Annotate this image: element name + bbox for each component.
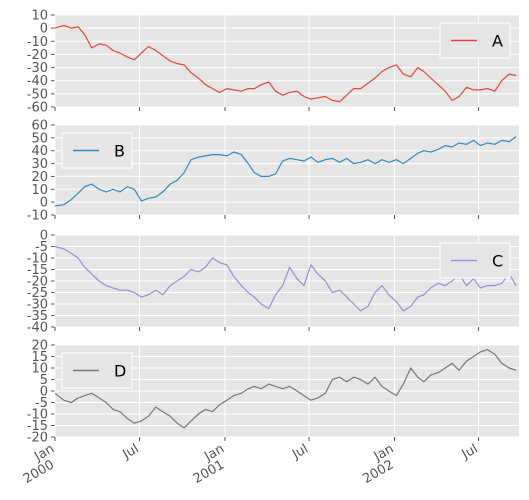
- legend-label: B: [114, 142, 125, 161]
- y-tick-label: -20: [27, 48, 48, 63]
- series-line-c: [54, 245, 517, 312]
- y-tick-label: -35: [27, 309, 48, 324]
- series-line-b: [54, 136, 517, 207]
- y-tick-label: 0: [40, 229, 48, 244]
- y-tick-label: 10: [31, 9, 48, 24]
- legend-c: C: [439, 242, 511, 279]
- y-tick-label: -60: [27, 101, 48, 116]
- y-tick-label: 10: [31, 362, 48, 377]
- y-tick-label: -25: [27, 286, 48, 301]
- y-tick-label: 0: [40, 385, 48, 400]
- y-tick-label: 20: [31, 339, 48, 354]
- y-tick-label: -30: [27, 61, 48, 76]
- y-tick-label: -20: [27, 431, 48, 446]
- legend-label: A: [492, 32, 503, 51]
- y-tick-label: -40: [27, 321, 48, 336]
- legend-b: B: [61, 132, 133, 169]
- y-tick-label: 0: [40, 22, 48, 37]
- legend-d: D: [61, 352, 133, 389]
- y-tick-label: 15: [31, 350, 48, 365]
- y-tick-label: 30: [31, 157, 48, 172]
- panel-a: 100-10-20-30-40-50-60 A: [27, 9, 519, 116]
- legend-label: D: [114, 362, 126, 381]
- y-tick-label: -50: [27, 87, 48, 102]
- y-tick-label: 40: [31, 144, 48, 159]
- series-line-d: [54, 349, 517, 429]
- y-tick-label: 60: [31, 119, 48, 134]
- y-tick-label: -10: [27, 209, 48, 224]
- y-tick-label: 0: [40, 196, 48, 211]
- y-tick-label: -10: [27, 408, 48, 423]
- y-tick-label: 10: [31, 183, 48, 198]
- y-tick-label: 50: [31, 131, 48, 146]
- x-tick-label: Jul: [289, 441, 311, 462]
- y-tick-label: -5: [35, 240, 48, 255]
- y-tick-label: -20: [27, 275, 48, 290]
- y-tick-label: 5: [40, 373, 48, 388]
- x-tick-label: Jul: [120, 441, 142, 462]
- legend-label: C: [492, 252, 503, 271]
- y-tick-label: -5: [35, 396, 48, 411]
- y-tick-label: -10: [27, 252, 48, 267]
- x-tick-label: Jul: [459, 441, 481, 462]
- series-line-a: [54, 24, 517, 103]
- legend-a: A: [439, 22, 511, 59]
- y-tick-label: -40: [27, 74, 48, 89]
- y-tick-label: -15: [27, 263, 48, 278]
- panel-c: 0-5-10-15-20-25-30-35-40 C: [27, 229, 519, 336]
- y-tick-label: -15: [27, 419, 48, 434]
- y-tick-label: -10: [27, 35, 48, 50]
- y-tick-label: 20: [31, 170, 48, 185]
- y-tick-label: -30: [27, 298, 48, 313]
